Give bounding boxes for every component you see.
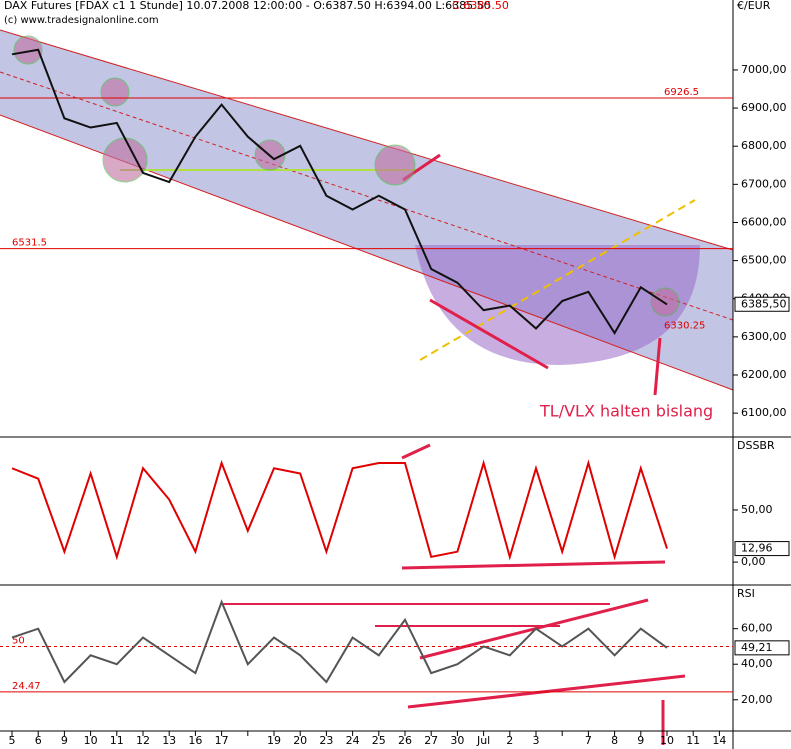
last-label: 6385,50 (741, 297, 787, 310)
x-tick-label: 20 (293, 734, 307, 747)
x-tick-label: 13 (162, 734, 176, 747)
marker (102, 137, 148, 183)
h-line-label: 24.47 (12, 681, 41, 692)
mid-line (0, 71, 734, 321)
y-tick-label: 50,00 (741, 503, 773, 516)
y-tick-label: 6100,00 (741, 406, 787, 419)
price-line (11, 459, 668, 561)
x-tick-label: 17 (215, 734, 229, 747)
x-tick-label: 5 (9, 734, 16, 747)
chart-title: DAX Futures [FDAX c1 1 Stunde] 10.07.200… (4, 0, 491, 12)
arrow (429, 298, 549, 370)
y-tick-label: 20,00 (741, 693, 773, 706)
last-box (734, 640, 790, 656)
x-tick-label: 11 (110, 734, 124, 747)
marker (100, 77, 130, 107)
x-tick-label: 14 (712, 734, 726, 747)
price-line (11, 48, 668, 335)
x-tick-label: 3 (533, 734, 540, 747)
last-box (734, 541, 790, 557)
h-line-label: 6926.5 (664, 87, 699, 98)
x-tick-label: 9 (61, 734, 68, 747)
x-tick-label: 8 (611, 734, 618, 747)
panel-title: DSSBR (737, 439, 775, 452)
arrow (419, 598, 649, 660)
y-tick-label: 7000,00 (741, 63, 787, 76)
x-tick-label: 23 (319, 734, 333, 747)
x-tick-label: 6 (35, 734, 42, 747)
price-line (11, 599, 668, 684)
arrow (401, 443, 431, 460)
y-tick-label: 6600,00 (741, 215, 787, 228)
point-label: 6330.25 (664, 320, 705, 331)
annotation: TL/VLX halten bislang (539, 402, 713, 421)
arrow (401, 560, 666, 570)
x-tick-label: 12 (136, 734, 150, 747)
y-tick-label: 0,00 (741, 555, 766, 568)
y-tick-label: 6700,00 (741, 177, 787, 190)
close-label: C:6385.50 (452, 0, 509, 12)
x-tick-label: 19 (267, 734, 281, 747)
marker (374, 144, 416, 186)
x-tick-label: 16 (188, 734, 202, 747)
trend-arrow (419, 199, 696, 361)
channel-line (0, 29, 734, 251)
last-label: 12,96 (741, 542, 773, 555)
marker (13, 35, 43, 65)
y-tick-label: 40,00 (741, 657, 773, 670)
x-tick-label: 7 (585, 734, 592, 747)
x-tick-label: 10 (84, 734, 98, 747)
x-tick-label: 9 (637, 734, 644, 747)
last-box (734, 296, 790, 312)
h-line-label: 50 (12, 635, 25, 646)
x-tick-label: 2 (506, 734, 513, 747)
y-unit: €/EUR (737, 0, 771, 12)
x-tick-label: Jul (476, 734, 490, 747)
x-tick-label: 26 (398, 734, 412, 747)
last-label: 49,21 (741, 641, 773, 654)
x-tick-label: 11 (686, 734, 700, 747)
y-tick-label: 6900,00 (741, 101, 787, 114)
y-tick-label: 6200,00 (741, 368, 787, 381)
arrow (653, 337, 662, 396)
panel-title: RSI (737, 587, 755, 600)
x-tick-label: 30 (450, 734, 464, 747)
h-line-label: 6531.5 (12, 238, 47, 249)
y-tick-label: 60,00 (741, 622, 773, 635)
y-tick-label: 6800,00 (741, 139, 787, 152)
subtitle: (c) www.tradesignalonline.com (4, 15, 159, 26)
x-tick-label: 24 (346, 734, 360, 747)
x-tick-label: 25 (372, 734, 386, 747)
x-tick-label: 27 (424, 734, 438, 747)
y-tick-label: 6300,00 (741, 330, 787, 343)
x-tick-label: 10 (660, 734, 674, 747)
y-tick-label: 6500,00 (741, 254, 787, 267)
